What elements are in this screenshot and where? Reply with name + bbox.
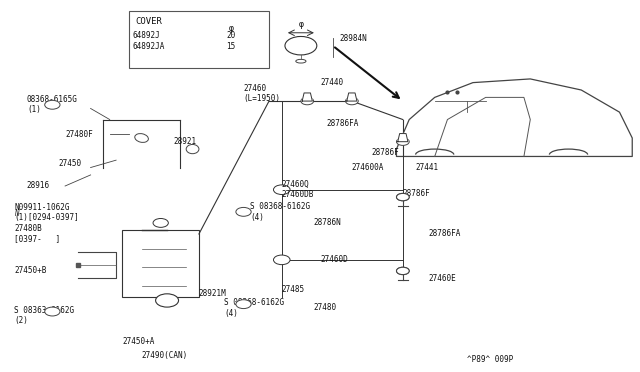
Bar (129, 11, 269, 68)
Text: 27450+B: 27450+B (14, 266, 47, 275)
Ellipse shape (186, 144, 199, 154)
Text: S: S (242, 302, 245, 307)
Circle shape (285, 36, 317, 55)
Text: 20: 20 (226, 31, 236, 40)
Text: 64892J: 64892J (132, 31, 160, 40)
Polygon shape (302, 93, 312, 101)
Text: 28786FA: 28786FA (428, 230, 461, 238)
Text: 08368-6165G
(1): 08368-6165G (1) (27, 95, 77, 115)
Text: 27450: 27450 (59, 159, 82, 169)
Text: N: N (14, 209, 19, 218)
Text: 28921: 28921 (173, 137, 196, 146)
FancyBboxPatch shape (122, 230, 199, 297)
Text: φ: φ (228, 24, 234, 33)
Circle shape (236, 300, 251, 309)
Text: S 08368-6162G
(4): S 08368-6162G (4) (250, 202, 310, 222)
Circle shape (236, 208, 251, 216)
Circle shape (396, 267, 409, 275)
Circle shape (275, 256, 288, 263)
Text: 28786F: 28786F (371, 148, 399, 157)
Text: 28786FA: 28786FA (326, 119, 359, 128)
Text: 27460Q
27460DB: 27460Q 27460DB (282, 180, 314, 199)
Circle shape (346, 97, 358, 105)
Text: 27440: 27440 (320, 78, 343, 87)
Text: S: S (242, 209, 245, 214)
Text: S 08363-6162G
(2): S 08363-6162G (2) (14, 305, 74, 325)
Polygon shape (397, 134, 408, 142)
Text: 28921M: 28921M (199, 289, 227, 298)
Circle shape (301, 97, 314, 105)
Text: 27485: 27485 (282, 285, 305, 294)
Text: φ: φ (298, 20, 303, 29)
Circle shape (153, 218, 168, 227)
Text: 15: 15 (226, 42, 236, 51)
Text: 28786F: 28786F (403, 189, 431, 198)
Circle shape (396, 138, 409, 145)
Text: 274600A: 274600A (352, 163, 384, 172)
Circle shape (273, 185, 290, 195)
Circle shape (273, 255, 290, 264)
Text: 27490(CAN): 27490(CAN) (141, 351, 188, 360)
Text: 27480: 27480 (314, 303, 337, 312)
Text: 28916: 28916 (27, 182, 50, 190)
Text: 28984N: 28984N (339, 34, 367, 43)
Ellipse shape (135, 134, 148, 142)
Circle shape (156, 294, 179, 307)
Text: 27450+A: 27450+A (122, 337, 155, 346)
Circle shape (396, 193, 409, 201)
Text: N09911-1062G
(1)[0294-0397]
27480B
[0397-   ]: N09911-1062G (1)[0294-0397] 27480B [0397… (14, 203, 79, 243)
Ellipse shape (296, 60, 306, 63)
Text: ^P89^ 009P: ^P89^ 009P (467, 355, 513, 364)
Polygon shape (347, 93, 357, 101)
Circle shape (45, 100, 60, 109)
Text: 27480F: 27480F (65, 130, 93, 139)
Circle shape (396, 193, 409, 201)
Text: S 08368-6162G
(4): S 08368-6162G (4) (225, 298, 285, 318)
Text: 28786N: 28786N (314, 218, 341, 227)
Circle shape (275, 186, 288, 193)
Text: 64892JA: 64892JA (132, 42, 164, 51)
Circle shape (396, 267, 409, 275)
Text: 27460D: 27460D (320, 255, 348, 264)
Text: 27441: 27441 (415, 163, 438, 172)
Text: 27460E: 27460E (428, 274, 456, 283)
Text: COVER: COVER (135, 17, 162, 26)
Text: 27460
(L=1950): 27460 (L=1950) (244, 84, 280, 103)
Text: S: S (51, 309, 54, 314)
Circle shape (45, 307, 60, 316)
Text: S: S (51, 102, 54, 107)
